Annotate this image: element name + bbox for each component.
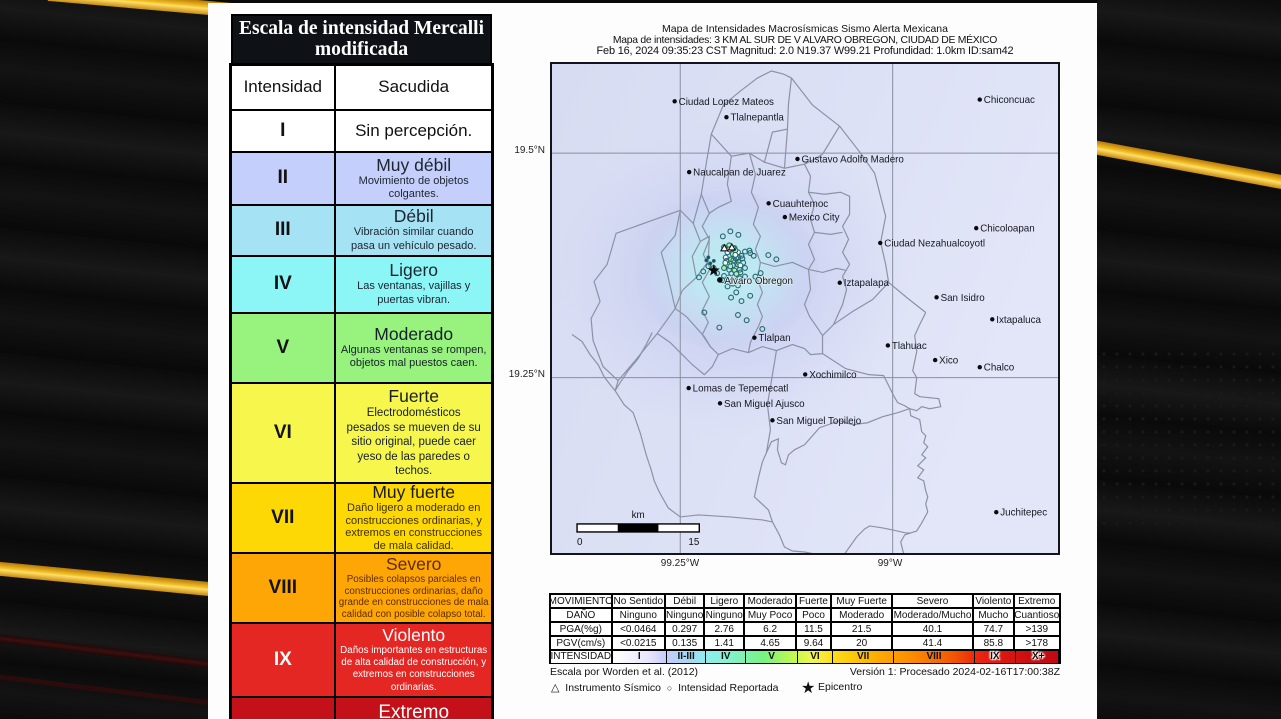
svg-text:San Miguel Ajusco: San Miguel Ajusco (724, 399, 805, 410)
svg-text:San Isidro: San Isidro (941, 293, 986, 304)
svg-text:Ciudad Lopez Mateos: Ciudad Lopez Mateos (679, 97, 774, 108)
svg-text:San Miguel Topilejo: San Miguel Topilejo (776, 416, 861, 427)
svg-text:0: 0 (577, 537, 583, 548)
svg-text:Xico: Xico (939, 356, 959, 367)
svg-text:Alvaro Obregon: Alvaro Obregon (724, 276, 793, 287)
svg-text:Juchitepec: Juchitepec (1000, 508, 1047, 519)
svg-text:Chiconcuac: Chiconcuac (984, 95, 1035, 106)
svg-text:Cuauhtemoc: Cuauhtemoc (773, 199, 829, 210)
svg-text:Chalco: Chalco (984, 363, 1015, 374)
svg-text:Chicoloapan: Chicoloapan (980, 224, 1034, 235)
svg-text:Ciudad Nezahualcoyotl: Ciudad Nezahualcoyotl (884, 238, 985, 249)
svg-text:Tlalnepantla: Tlalnepantla (730, 113, 784, 124)
svg-text:Lomas de Tepemecatl: Lomas de Tepemecatl (693, 384, 789, 395)
svg-text:15: 15 (688, 537, 699, 548)
svg-text:Xochimilco: Xochimilco (809, 370, 857, 381)
svg-text:km: km (632, 510, 645, 521)
svg-text:Tlahuac: Tlahuac (892, 341, 927, 352)
svg-text:Iztapalapa: Iztapalapa (844, 278, 890, 289)
svg-text:Ixtapaluca: Ixtapaluca (996, 315, 1041, 326)
svg-text:Tlalpan: Tlalpan (758, 333, 790, 344)
svg-text:Naucalpan de Juarez: Naucalpan de Juarez (693, 168, 786, 179)
svg-text:Mexico City: Mexico City (789, 213, 840, 224)
svg-text:Gustavo Adolfo Madero: Gustavo Adolfo Madero (801, 155, 904, 166)
